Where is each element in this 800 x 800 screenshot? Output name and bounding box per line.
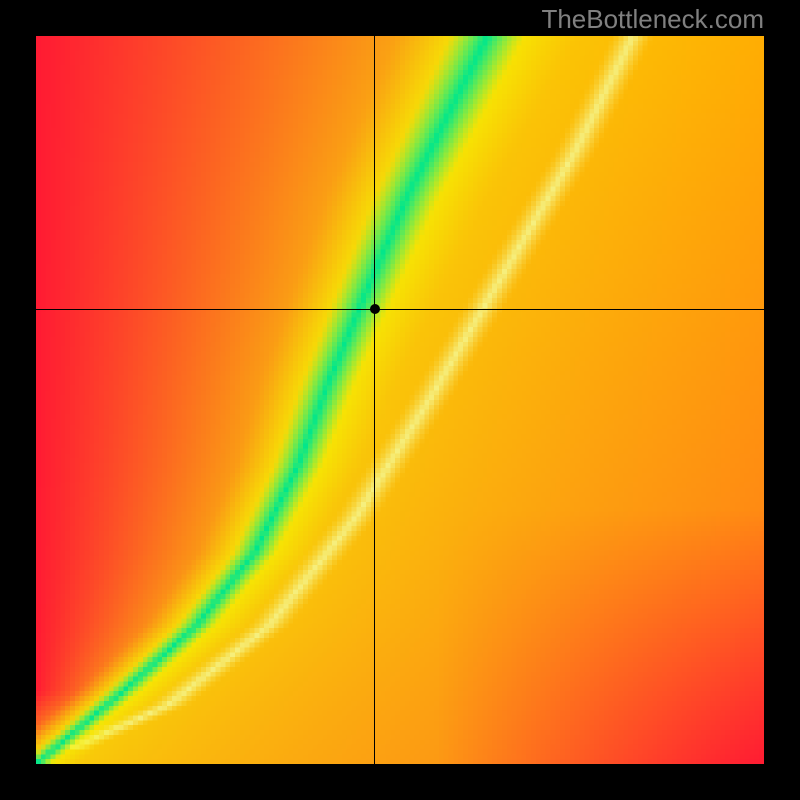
intersection-marker [370,304,380,314]
watermark-text: TheBottleneck.com [541,4,764,35]
crosshair-vertical [374,36,375,764]
heatmap-canvas [36,36,764,764]
chart-container: TheBottleneck.com [0,0,800,800]
crosshair-horizontal [36,309,764,310]
